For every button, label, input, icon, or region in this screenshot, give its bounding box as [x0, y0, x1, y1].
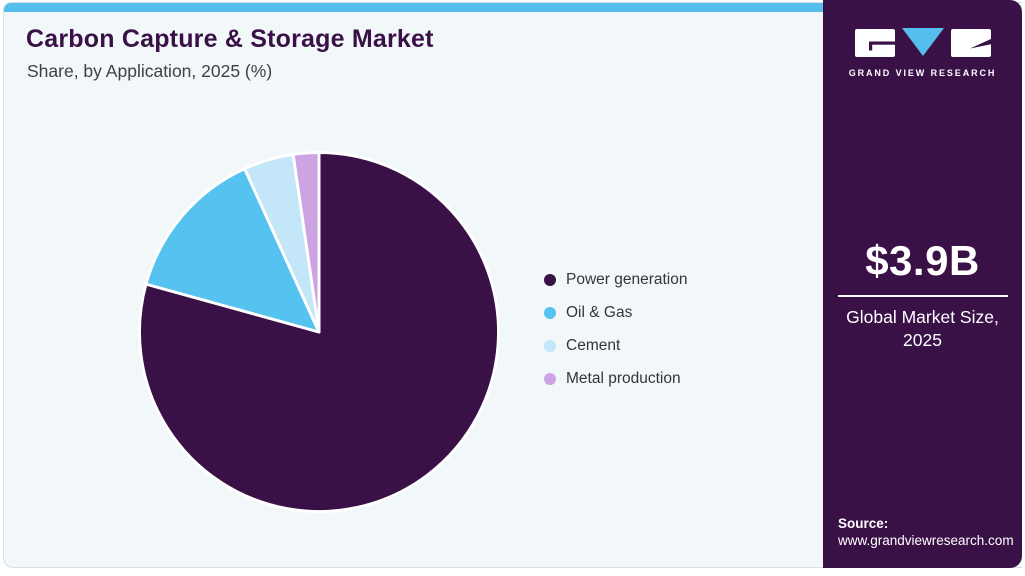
pie-slice-oil-gas [144, 167, 321, 334]
legend-item: Metal production [544, 368, 688, 389]
market-size-label: Global Market Size, 2025 [846, 307, 999, 350]
market-size-value: $3.9B [865, 237, 980, 284]
legend-item: Power generation [544, 269, 688, 290]
legend-swatch-icon [544, 306, 556, 319]
brand-name: GRAND VIEW RESEARCH [848, 68, 997, 78]
legend-swatch-icon [544, 372, 556, 385]
chart-subtitle: Share, by Application, 2025 (%) [27, 61, 273, 81]
source-block: Source: www.grandviewresearch.com [838, 516, 1014, 548]
logo-r-icon [950, 29, 991, 57]
market-size-block: $3.9B Global Market Size, 2025 [823, 237, 1022, 352]
legend-item: Oil & Gas [544, 302, 688, 323]
legend-label: Cement [566, 336, 621, 354]
legend-swatch-icon [544, 339, 556, 352]
metric-divider [837, 295, 1008, 297]
pie-slice-metal-production [291, 151, 321, 334]
legend-item: Cement [544, 335, 688, 356]
sidebar: GRAND VIEW RESEARCH $3.9B Global Market … [823, 0, 1022, 568]
gvr-logo: GRAND VIEW RESEARCH [823, 26, 1022, 78]
legend-label: Metal production [566, 369, 681, 387]
source-label: Source: [838, 516, 889, 531]
pie-chart-svg [138, 151, 500, 513]
accent-bar [4, 3, 824, 12]
legend-label: Oil & Gas [566, 303, 633, 321]
legend: Power generation Oil & Gas Cement Metal pro… [544, 269, 688, 389]
gvr-logo-glyphs [854, 28, 991, 57]
source-url: www.grandviewresearch.com [838, 533, 1014, 548]
chart-title: Carbon Capture & Storage Market [26, 25, 434, 53]
logo-g-icon [854, 29, 895, 57]
pie-chart [126, 139, 512, 525]
legend-swatch-icon [544, 273, 556, 286]
logo-v-icon [901, 28, 944, 56]
legend-label: Power generation [566, 270, 688, 288]
